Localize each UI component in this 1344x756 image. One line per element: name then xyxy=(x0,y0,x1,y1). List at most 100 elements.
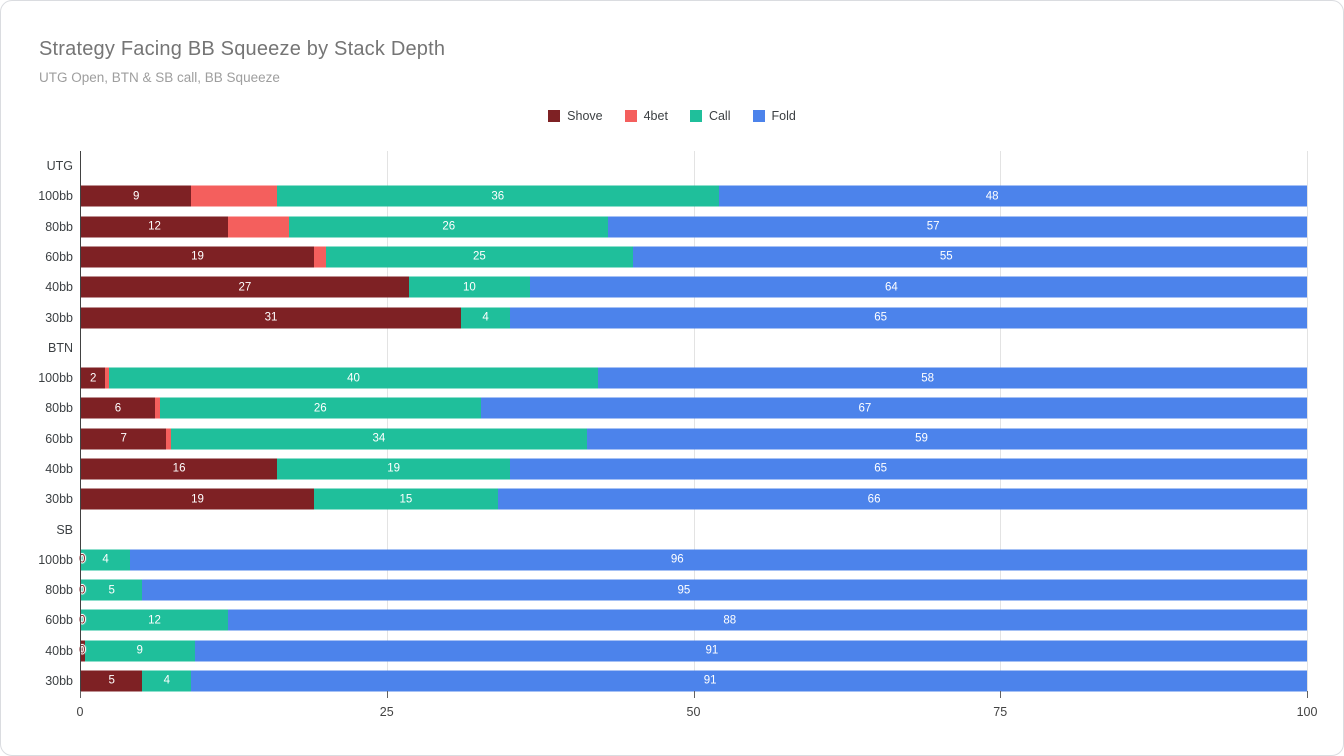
bar-value-label: 95 xyxy=(677,584,691,597)
bar-segment-fold: 91 xyxy=(194,640,1307,662)
row-slot-group-sb: SB xyxy=(56,514,1307,544)
bar-segment-4bet xyxy=(191,185,278,207)
row-label-btn-80bb: 80bb xyxy=(45,401,73,416)
bar-value-label: 10 xyxy=(463,281,476,294)
bar-value-label: 27 xyxy=(238,281,252,294)
row-slot-group-btn: BTN xyxy=(48,333,1307,363)
bar-value-label: 6 xyxy=(114,402,122,415)
bar-value-label: 65 xyxy=(874,311,888,324)
legend-item-4bet: 4bet xyxy=(624,109,668,123)
bar-value-label: 2 xyxy=(90,372,97,385)
bar-value-label: 91 xyxy=(703,674,717,687)
bar-value-label: 25 xyxy=(473,250,486,263)
stacked-bar-sb-60bb: 0 12 88 xyxy=(79,609,1307,631)
bar-value-label: 59 xyxy=(915,432,928,445)
axis-tick-25 xyxy=(386,691,388,698)
bar-segment-shove: 7 xyxy=(81,428,167,450)
legend: Shove 4bet Call Fold xyxy=(1,109,1343,123)
stacked-bar-sb-80bb: 0 5 95 xyxy=(79,579,1307,601)
bar-value-label: 16 xyxy=(172,462,186,475)
legend-label: 4bet xyxy=(643,109,668,123)
stacked-bar-btn-30bb: 19 15 66 xyxy=(81,488,1307,510)
bar-value-label: 65 xyxy=(874,462,888,475)
row-slot-btn-40bb: 40bb 16 19 65 xyxy=(45,454,1307,484)
bar-value-label: 66 xyxy=(867,493,881,506)
stacked-bar-btn-100bb: 2 40 58 xyxy=(81,367,1307,389)
bar-value-label: 0 xyxy=(79,644,86,657)
bar-segment-4bet xyxy=(105,367,110,389)
row-label-btn-40bb: 40bb xyxy=(45,461,73,476)
bar-segment-shove: 0 xyxy=(79,640,86,662)
legend-swatch-shove xyxy=(548,110,561,122)
gridline-50 xyxy=(693,151,695,696)
bar-segment-fold: 65 xyxy=(510,307,1307,329)
bar-segment-shove: 31 xyxy=(81,307,462,329)
bar-segment-fold: 66 xyxy=(497,488,1307,510)
row-label-btn-30bb: 30bb xyxy=(45,492,73,507)
bar-segment-shove: 12 xyxy=(81,216,229,238)
row-slot-btn-80bb: 80bb 6 26 67 xyxy=(45,393,1307,423)
bar-segment-call: 4 xyxy=(81,549,131,571)
chart-title: Strategy Facing BB Squeeze by Stack Dept… xyxy=(39,38,446,60)
bar-value-label: 15 xyxy=(399,493,413,506)
bar-segment-4bet xyxy=(166,428,172,450)
x-axis-label-75: 75 xyxy=(993,705,1008,719)
bar-value-label: 55 xyxy=(939,250,953,263)
bar-segment-shove: 2 xyxy=(81,367,106,389)
x-axis-label-100: 100 xyxy=(1296,705,1318,719)
bar-segment-fold: 55 xyxy=(632,246,1307,268)
axis-tick-75 xyxy=(1000,691,1002,698)
bar-value-label: 12 xyxy=(148,220,161,233)
stacked-bar-utg-30bb: 31 4 65 xyxy=(81,307,1307,329)
row-label-btn-60bb: 60bb xyxy=(45,431,73,446)
bar-value-label: 7 xyxy=(120,432,127,445)
bar-value-label: 64 xyxy=(884,281,898,294)
stacked-bar-utg-80bb: 12 26 57 xyxy=(81,216,1307,238)
bar-segment-fold: 64 xyxy=(530,276,1307,298)
row-label-group-utg: UTG xyxy=(46,159,73,174)
bar-segment-call: 36 xyxy=(277,185,719,207)
stacked-bar-sb-100bb: 0 4 96 xyxy=(79,549,1307,571)
x-axis-label-50: 50 xyxy=(686,705,701,719)
bar-segment-fold: 67 xyxy=(480,397,1307,419)
bar-value-label: 88 xyxy=(723,614,737,627)
bar-segment-fold: 57 xyxy=(608,216,1307,238)
row-slot-utg-60bb: 60bb 19 25 55 xyxy=(45,242,1307,272)
plot-area: 0 25 50 75 100 UTG 100bb 9 36 48 80bb 12 26 57 60bb 19 2… xyxy=(38,151,1317,719)
row-label-group-sb: SB xyxy=(56,522,73,537)
bar-segment-shove: 27 xyxy=(81,276,409,298)
row-label-utg-30bb: 30bb xyxy=(45,310,73,325)
bar-segment-call: 26 xyxy=(289,216,609,238)
bar-value-label: 67 xyxy=(858,402,872,415)
row-slot-sb-60bb: 60bb 0 12 88 xyxy=(45,605,1307,635)
row-slot-sb-30bb: 30bb 5 4 91 xyxy=(45,666,1307,696)
row-label-utg-100bb: 100bb xyxy=(38,189,73,204)
bar-segment-call: 40 xyxy=(109,367,599,389)
bar-segment-fold: 48 xyxy=(718,185,1307,207)
axis-tick-0 xyxy=(80,691,81,698)
row-slot-sb-40bb: 40bb 0 9 91 xyxy=(45,636,1307,666)
row-label-utg-40bb: 40bb xyxy=(45,280,73,295)
stacked-bar-utg-60bb: 19 25 55 xyxy=(81,246,1307,268)
axis-baseline xyxy=(80,151,81,696)
bar-value-label: 12 xyxy=(148,614,161,627)
axis-tick-100 xyxy=(1307,691,1308,698)
bar-value-label: 0 xyxy=(79,614,86,627)
bar-value-label: 4 xyxy=(482,311,489,324)
bar-value-label: 31 xyxy=(264,311,278,324)
bar-value-label: 34 xyxy=(372,432,386,445)
bar-value-label: 5 xyxy=(108,584,115,597)
x-axis-label-0: 0 xyxy=(76,705,84,719)
bar-segment-4bet xyxy=(313,246,327,268)
bar-segment-call: 15 xyxy=(313,488,498,510)
legend-swatch-4bet xyxy=(624,110,637,122)
bar-value-label: 19 xyxy=(191,493,204,506)
bar-value-label: 5 xyxy=(108,674,115,687)
gridline-100 xyxy=(1307,151,1308,696)
bar-segment-shove: 19 xyxy=(81,246,314,268)
row-label-utg-80bb: 80bb xyxy=(45,219,73,234)
row-label-utg-60bb: 60bb xyxy=(45,249,73,264)
bar-value-label: 9 xyxy=(136,644,143,657)
bar-segment-shove: 9 xyxy=(81,185,192,207)
